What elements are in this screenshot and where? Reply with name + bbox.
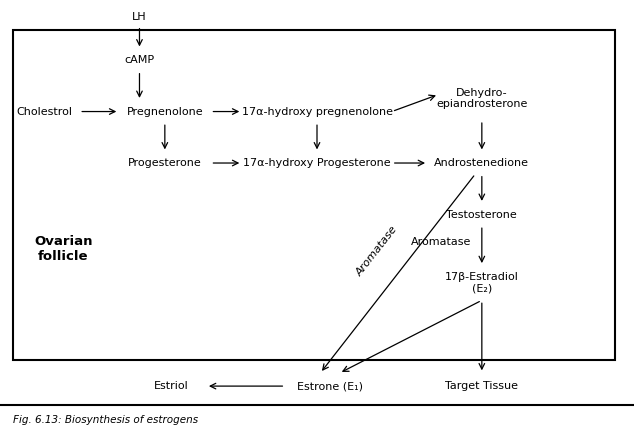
Text: 17α-hydroxy pregnenolone: 17α-hydroxy pregnenolone — [242, 106, 392, 117]
Text: Estrone (E₁): Estrone (E₁) — [297, 381, 363, 391]
Text: Androstenedione: Androstenedione — [434, 158, 529, 168]
Text: Dehydro-
epiandrosterone: Dehydro- epiandrosterone — [436, 88, 527, 109]
Text: Estriol: Estriol — [154, 381, 188, 391]
Text: LH: LH — [132, 12, 147, 22]
Text: Testosterone: Testosterone — [446, 209, 517, 220]
Text: Progesterone: Progesterone — [128, 158, 202, 168]
Text: Target Tissue: Target Tissue — [445, 381, 519, 391]
Text: Aromatase: Aromatase — [354, 224, 400, 278]
Text: Fig. 6.13: Biosynthesis of estrogens: Fig. 6.13: Biosynthesis of estrogens — [13, 414, 198, 425]
Text: Pregnenolone: Pregnenolone — [127, 106, 203, 117]
Text: 17β-Estradiol
(E₂): 17β-Estradiol (E₂) — [445, 272, 519, 294]
Text: Cholestrol: Cholestrol — [16, 106, 72, 117]
Bar — [13, 30, 615, 360]
Text: 17α-hydroxy Progesterone: 17α-hydroxy Progesterone — [243, 158, 391, 168]
Text: Aromatase: Aromatase — [410, 237, 471, 248]
Text: Ovarian
follicle: Ovarian follicle — [34, 235, 93, 263]
Text: cAMP: cAMP — [124, 55, 155, 65]
